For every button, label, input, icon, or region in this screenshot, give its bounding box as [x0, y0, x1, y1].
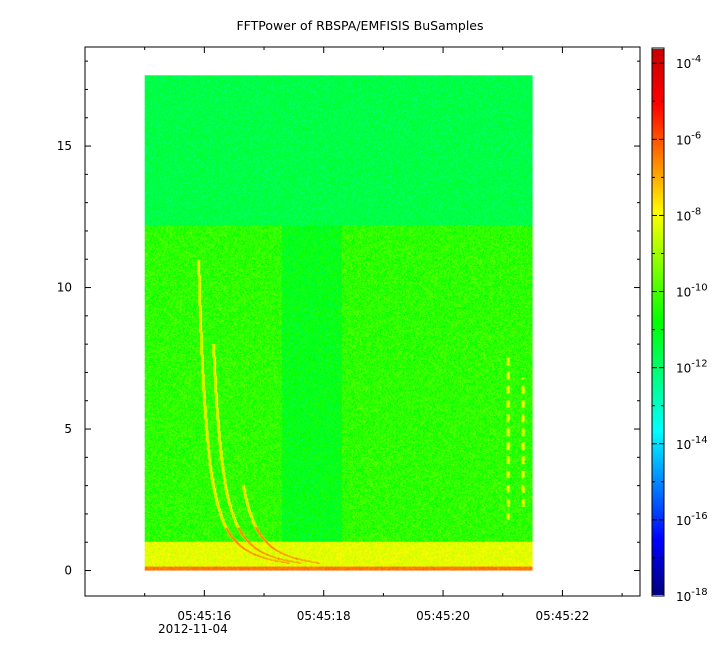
y-axis: 0 5 10 15 [57, 60, 640, 578]
x-tick-label: 05:45:16 [177, 609, 231, 623]
plot-frame [84, 46, 641, 597]
cbar-tick-label: 10-18 [676, 587, 708, 604]
x-axis: 05:45:16 05:45:18 05:45:20 05:45:22 [144, 47, 623, 623]
y-tick-label: 5 [64, 422, 72, 436]
y-tick-label: 10 [57, 281, 72, 295]
cbar-tick-label: 10-8 [676, 206, 701, 223]
cbar-tick-label: 10-4 [676, 54, 701, 71]
y-tick-label: 0 [64, 564, 72, 578]
x-tick-label: 05:45:20 [416, 609, 470, 623]
cbar-tick-label: 10-14 [676, 435, 708, 452]
cbar-tick-label: 10-12 [676, 359, 708, 376]
chart-title: FFTPower of RBSPA/EMFISIS BuSamples [236, 18, 483, 33]
cbar-tick-label: 10-16 [676, 511, 708, 528]
y-tick-label: 15 [57, 139, 72, 153]
colorbar-gradient [652, 49, 664, 595]
x-axis-date-label: 2012-11-04 [158, 622, 228, 636]
spectrogram-image [144, 75, 533, 571]
x-tick-label: 05:45:18 [297, 609, 351, 623]
x-tick-label: 05:45:22 [535, 609, 589, 623]
colorbar-axis: 10-18 10-16 10-14 10-12 10-10 10-8 10-6 10-4 [652, 54, 708, 604]
colorbar-frame [651, 47, 665, 597]
cbar-tick-label: 10-6 [676, 130, 701, 147]
cbar-tick-label: 10-10 [676, 283, 708, 300]
